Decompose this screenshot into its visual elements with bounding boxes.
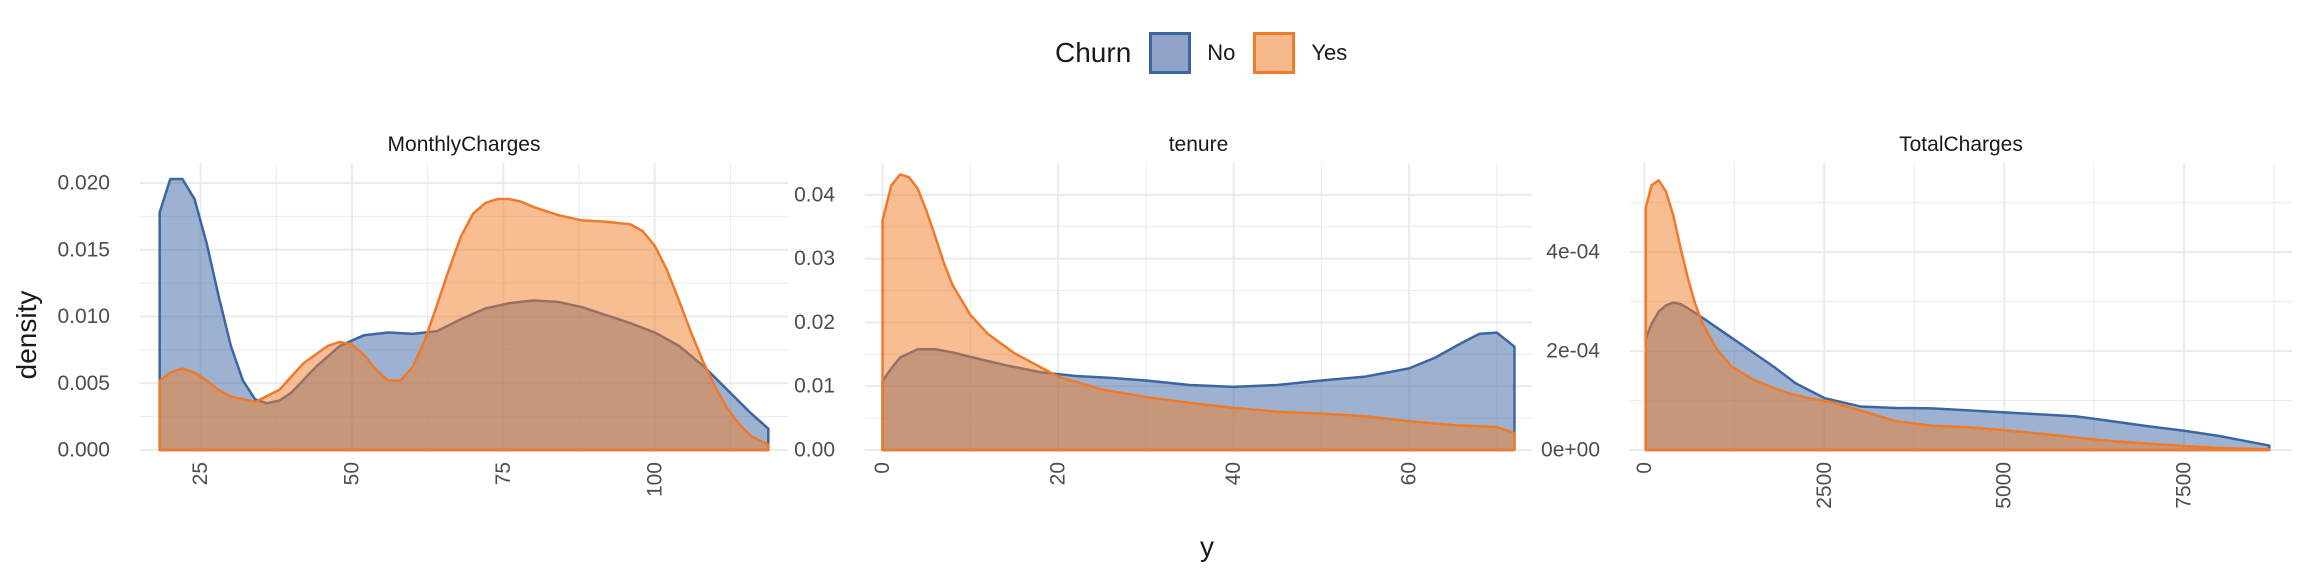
x-tick-label: 75 xyxy=(492,462,515,485)
y-tick-label: 4e-04 xyxy=(1546,241,1600,264)
legend-item-no: No xyxy=(1149,32,1235,74)
x-tick-label: 0 xyxy=(871,462,894,474)
y-tick-label: 0.000 xyxy=(57,439,110,462)
x-tick-label: 7500 xyxy=(2173,462,2196,509)
density-area-yes xyxy=(881,173,1516,452)
y-tick-label: 0.015 xyxy=(57,238,110,261)
y-tick-label: 0e+00 xyxy=(1541,439,1600,462)
x-axis-title: y xyxy=(1200,531,1214,562)
y-tick-label: 0.03 xyxy=(794,247,835,270)
y-tick-label: 0.04 xyxy=(794,183,835,206)
x-tick-label: 0 xyxy=(1633,462,1656,474)
x-tick-label: 20 xyxy=(1047,462,1070,485)
y-tick-label: 0.01 xyxy=(794,375,835,398)
legend-swatch-yes xyxy=(1253,32,1296,74)
legend-item-yes: Yes xyxy=(1253,32,1347,74)
density-area-yes xyxy=(158,197,770,452)
y-tick-label: 0.02 xyxy=(794,311,835,334)
legend-label-no: No xyxy=(1207,40,1236,65)
y-tick-label: 0.005 xyxy=(57,372,110,395)
x-tick-label: 25 xyxy=(189,462,212,485)
facet-monthlycharges: 25 50 75 100 0.000 0.005 0.010 0.015 0.020 Monthl… xyxy=(57,133,788,497)
y-tick-label: 0.020 xyxy=(57,172,110,195)
legend-swatch-no xyxy=(1149,32,1192,74)
x-tick-label: 50 xyxy=(340,462,363,485)
x-tick-label: 100 xyxy=(643,462,666,497)
y-tick-label: 0.010 xyxy=(57,305,110,328)
y-tick-label: 2e-04 xyxy=(1546,340,1600,363)
density-area-yes xyxy=(1644,179,2271,452)
facet-title: TotalCharges xyxy=(1899,133,2023,156)
y-tick-label: 0.00 xyxy=(794,439,835,462)
x-tick-label: 2500 xyxy=(1813,462,1836,509)
x-tick-label: 40 xyxy=(1222,462,1245,485)
facet-title: MonthlyCharges xyxy=(388,133,541,156)
y-axis-title: density xyxy=(11,291,42,380)
x-tick-label: 5000 xyxy=(1993,462,2016,509)
legend: Churn No Yes xyxy=(1055,30,1365,76)
facet-title: tenure xyxy=(1169,133,1229,156)
x-tick-label: 60 xyxy=(1398,462,1421,485)
facet-totalcharges: 0 2500 5000 7500 0e+00 2e-04 4e-04 TotalCharges xyxy=(1541,133,2292,509)
facet-tenure: 0 20 40 60 0.00 0.01 0.02 0.03 0.04 tenure xyxy=(794,133,1532,485)
legend-title: Churn xyxy=(1055,37,1132,68)
legend-label-yes: Yes xyxy=(1311,40,1348,65)
